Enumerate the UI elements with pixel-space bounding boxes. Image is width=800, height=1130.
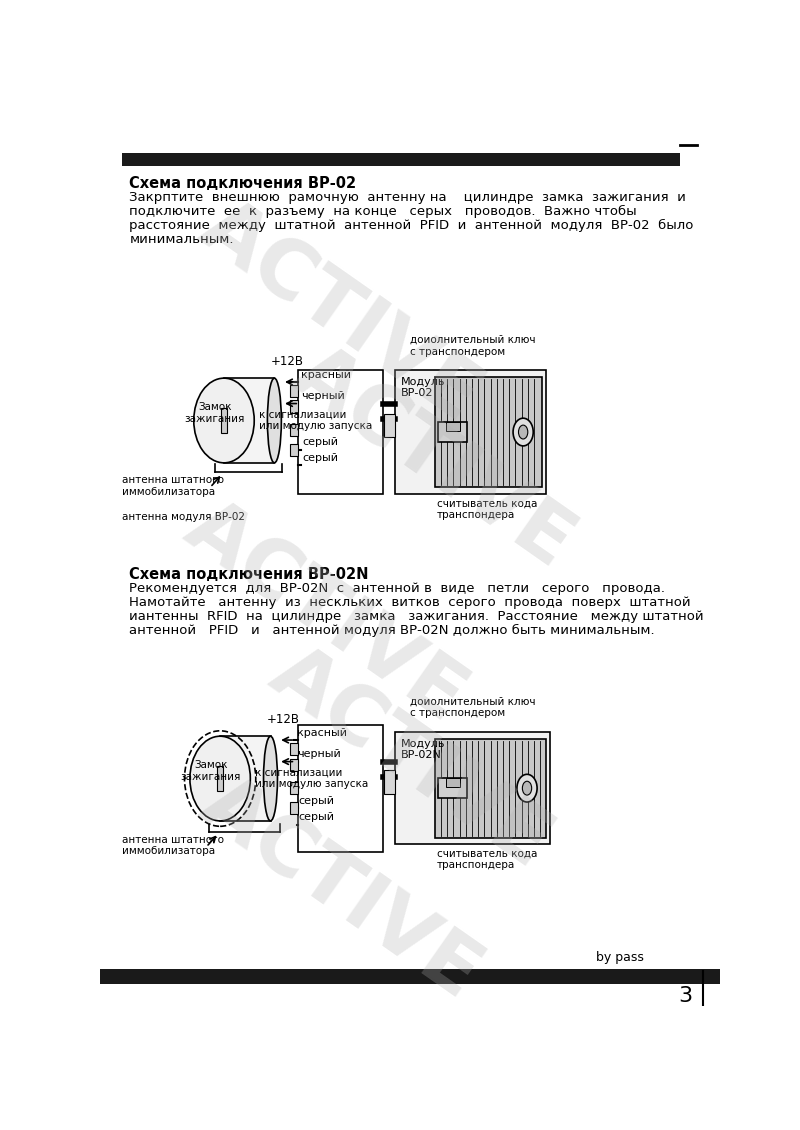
FancyBboxPatch shape <box>298 371 383 494</box>
FancyBboxPatch shape <box>438 421 467 442</box>
Text: к сигнализации
или модулю запуска: к сигнализации или модулю запуска <box>259 410 372 432</box>
FancyBboxPatch shape <box>438 779 467 798</box>
FancyBboxPatch shape <box>446 779 459 788</box>
FancyBboxPatch shape <box>298 724 383 852</box>
FancyBboxPatch shape <box>290 744 298 756</box>
Text: ACTIVE: ACTIVE <box>170 488 479 738</box>
FancyBboxPatch shape <box>435 739 546 837</box>
Text: доиолнительный ключ
с транспондером: доиолнительный ключ с транспондером <box>410 697 535 719</box>
Ellipse shape <box>267 379 282 463</box>
Text: +12В: +12В <box>266 713 300 727</box>
FancyBboxPatch shape <box>224 379 274 463</box>
Text: антенна штатного
иммобилизатора: антенна штатного иммобилизатора <box>122 476 224 497</box>
FancyBboxPatch shape <box>290 444 298 455</box>
Text: серый: серый <box>298 796 334 806</box>
FancyBboxPatch shape <box>394 732 550 844</box>
Text: Рекомендуется  для  ВР-02N  с  антенной в  виде   петли   серого   провода.: Рекомендуется для ВР-02N с антенной в ви… <box>130 582 666 596</box>
Text: красный: красный <box>301 370 350 380</box>
Text: Модуль
ВР-02: Модуль ВР-02 <box>401 376 445 398</box>
Text: Намотайте   антенну  из  нескльких  витков  серого  провода  поверх  штатной: Намотайте антенну из нескльких витков се… <box>130 596 691 609</box>
FancyBboxPatch shape <box>122 153 680 166</box>
Text: ACTIVE: ACTIVE <box>255 635 565 884</box>
Text: Схема подключения ВР-02N: Схема подключения ВР-02N <box>130 567 369 582</box>
FancyBboxPatch shape <box>384 415 394 437</box>
FancyBboxPatch shape <box>290 385 298 398</box>
Ellipse shape <box>517 774 537 802</box>
Text: серый: серый <box>302 437 338 447</box>
FancyBboxPatch shape <box>220 737 270 820</box>
FancyBboxPatch shape <box>290 782 298 794</box>
Ellipse shape <box>518 425 528 438</box>
FancyBboxPatch shape <box>290 801 298 814</box>
Text: черный: черный <box>297 749 341 759</box>
Text: by pass: by pass <box>596 951 644 964</box>
Text: ACTIVE: ACTIVE <box>278 334 588 584</box>
Ellipse shape <box>263 737 278 820</box>
Text: Модуль
ВР-02N: Модуль ВР-02N <box>401 739 445 760</box>
Text: ACTIVE: ACTIVE <box>186 765 495 1015</box>
FancyBboxPatch shape <box>290 424 298 436</box>
Text: Замок
зажигания: Замок зажигания <box>185 402 245 424</box>
Text: минимальным.: минимальным. <box>130 233 234 245</box>
Text: +12В: +12В <box>270 355 303 368</box>
Ellipse shape <box>190 737 250 820</box>
FancyBboxPatch shape <box>217 766 223 791</box>
Text: расстояние  между  штатной  антенной  PFID  и  антенной  модуля  ВР-02  было: расстояние между штатной антенной PFID и… <box>130 219 694 232</box>
Text: Закрптите  внешнюю  рамочную  антенну на    цилиндре  замка  зажигания  и: Закрптите внешнюю рамочную антенну на ци… <box>130 191 686 205</box>
FancyBboxPatch shape <box>435 376 542 487</box>
FancyBboxPatch shape <box>394 371 546 494</box>
Ellipse shape <box>194 379 254 463</box>
Text: иантенны  RFID  на  цилиндре   замка   зажигания.  Расстояние   между штатной: иантенны RFID на цилиндре замка зажигани… <box>130 610 704 623</box>
Text: доиолнительный ключ
с транспондером: доиолнительный ключ с транспондером <box>410 334 535 357</box>
FancyBboxPatch shape <box>290 400 298 412</box>
Ellipse shape <box>522 781 532 796</box>
Text: красный: красный <box>297 728 347 738</box>
Text: считыватель кода
транспондера: считыватель кода транспондера <box>437 849 538 870</box>
Text: 3: 3 <box>678 986 692 1007</box>
FancyBboxPatch shape <box>100 968 720 984</box>
Text: черный: черный <box>301 391 345 401</box>
FancyBboxPatch shape <box>446 421 459 432</box>
Text: антенной   PFID   и   антенной модуля ВР-02N должно быть минимальным.: антенной PFID и антенной модуля ВР-02N д… <box>130 624 655 637</box>
Text: антенна штатного
иммобилизатора: антенна штатного иммобилизатора <box>122 835 224 857</box>
Text: Замок
зажигания: Замок зажигания <box>181 760 241 782</box>
Ellipse shape <box>513 418 534 446</box>
Text: серый: серый <box>298 812 334 823</box>
Text: к сигнализации
или модулю запуска: к сигнализации или модулю запуска <box>255 767 368 790</box>
FancyBboxPatch shape <box>290 758 298 771</box>
Text: Схема подключения ВР-02: Схема подключения ВР-02 <box>130 175 357 191</box>
Text: антенна модуля ВР-02: антенна модуля ВР-02 <box>122 512 245 522</box>
Text: ACTIVE: ACTIVE <box>186 188 495 437</box>
Text: считыватель кода
транспондера: считыватель кода транспондера <box>437 498 538 520</box>
Text: подключите  ее  к  разъему  на конце   серых   проводов.  Важно чтобы: подключите ее к разъему на конце серых п… <box>130 205 637 218</box>
Text: серый: серый <box>302 453 338 463</box>
FancyBboxPatch shape <box>221 408 227 433</box>
FancyBboxPatch shape <box>384 771 394 793</box>
